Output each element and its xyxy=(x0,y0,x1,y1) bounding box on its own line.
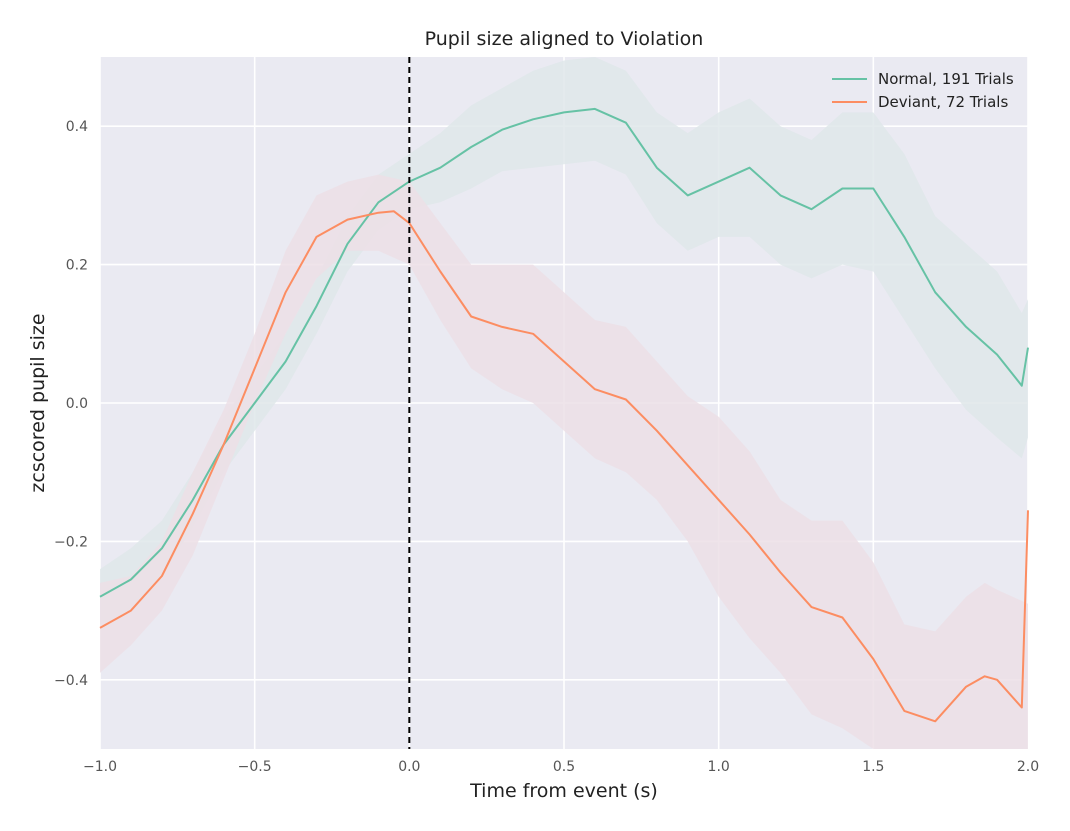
confidence-band-1 xyxy=(100,174,1028,750)
y-tick-label: 0.0 xyxy=(66,396,88,412)
y-tick-label: −0.2 xyxy=(54,534,88,550)
x-tick-label: 1.0 xyxy=(708,759,730,775)
x-tick-label: 2.0 xyxy=(1017,759,1039,775)
series-line-1 xyxy=(99,210,1029,723)
confidence-band-0 xyxy=(100,57,1028,625)
y-tick-label: 0.2 xyxy=(66,258,88,274)
legend-label-0: Normal, 191 Trials xyxy=(878,70,1014,88)
x-axis-label: Time from event (s) xyxy=(469,780,658,802)
y-tick-label: −0.4 xyxy=(54,673,88,689)
series-line-0 xyxy=(99,107,1029,598)
chart-title: Pupil size aligned to Violation xyxy=(425,28,704,50)
x-tick-label: −1.0 xyxy=(83,759,117,775)
y-axis-label: zcscored pupil size xyxy=(27,313,49,492)
y-tick-label: 0.4 xyxy=(66,119,88,135)
x-tick-label: 0.0 xyxy=(398,759,420,775)
x-tick-label: 1.5 xyxy=(862,759,884,775)
x-tick-label: −0.5 xyxy=(238,759,272,775)
x-tick-label: 0.5 xyxy=(553,759,575,775)
y-tick-labels: −0.4 −0.2 0.0 0.2 0.4 xyxy=(54,119,88,689)
confidence-bands xyxy=(100,57,1028,750)
x-tick-labels: −1.0 −0.5 0.0 0.5 1.0 1.5 2.0 xyxy=(83,759,1039,775)
series-lines xyxy=(99,107,1029,723)
legend: Normal, 191 Trials Deviant, 72 Trials xyxy=(832,70,1014,111)
legend-label-1: Deviant, 72 Trials xyxy=(878,93,1008,111)
